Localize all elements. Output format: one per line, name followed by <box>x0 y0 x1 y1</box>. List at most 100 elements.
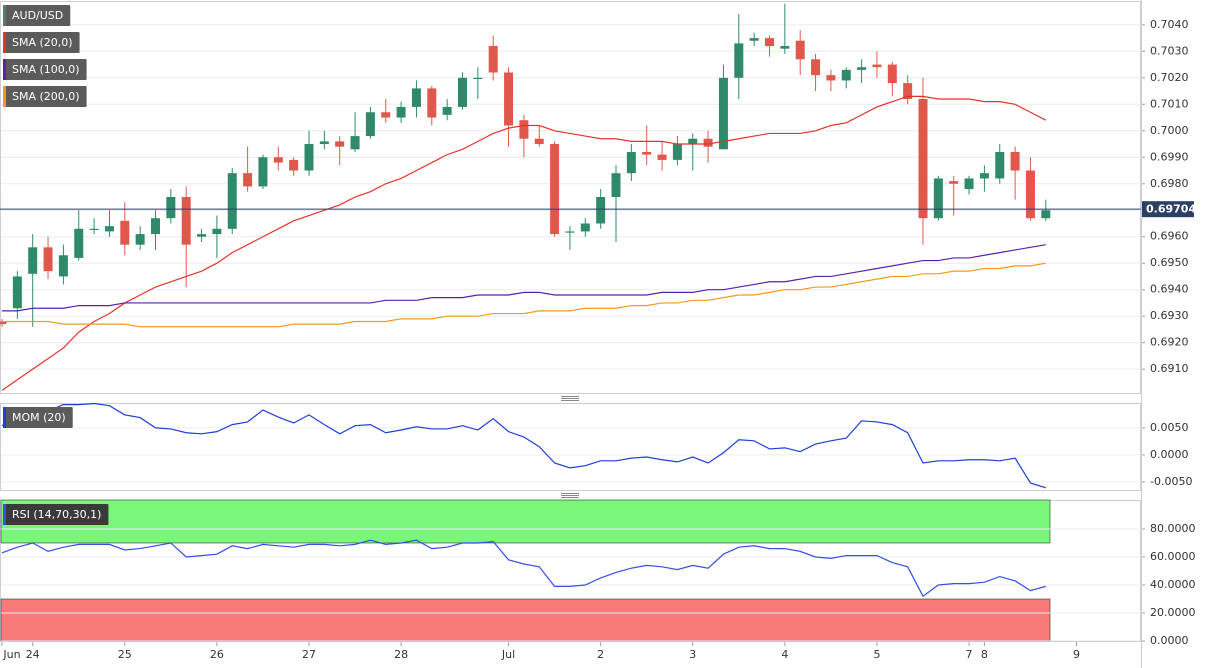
candle-body <box>519 120 529 139</box>
panel: 0.0000 20.0000 40.0000 60.0000 80.0000 RSI (1… <box>0 499 1196 647</box>
y-tick-label: 0.6950 <box>1150 256 1189 269</box>
x-tick-label: 28 <box>394 648 408 661</box>
y-tick-label: 0.6920 <box>1150 336 1189 349</box>
overbought-band <box>0 499 1051 544</box>
candle-body <box>411 88 421 107</box>
legend-swatch <box>3 59 6 80</box>
legend-box <box>3 32 80 53</box>
candle-body <box>887 64 897 84</box>
candle-body <box>243 173 253 187</box>
y-tick-label: 40.0000 <box>1150 578 1196 591</box>
y-tick-label: 0.6930 <box>1150 309 1189 322</box>
candle-body <box>596 197 606 224</box>
legend-swatch <box>3 32 6 53</box>
y-tick-label: 0.6980 <box>1150 177 1189 190</box>
candle-body <box>841 69 851 81</box>
candle-body <box>565 231 575 233</box>
last-price-box <box>1142 201 1194 218</box>
candle-body <box>43 247 53 272</box>
candle-body <box>135 234 145 245</box>
y-tick-label: 0.0000 <box>1150 448 1189 461</box>
x-tick-label: 27 <box>302 648 316 661</box>
candle-body <box>795 40 805 60</box>
candle-body <box>688 138 698 145</box>
x-tick-label: 9 <box>1073 648 1080 661</box>
candle-body <box>0 321 7 325</box>
candle-body <box>918 99 928 219</box>
y-tick-label: 0.7030 <box>1150 44 1189 57</box>
x-tick-label: 25 <box>118 648 132 661</box>
panel-frame <box>0 403 1141 491</box>
y-tick-label: 0.0000 <box>1150 634 1189 647</box>
legend-box <box>3 86 87 107</box>
candle-body <box>826 75 836 81</box>
candle-body <box>304 144 314 171</box>
y-tick-label: -0.0050 <box>1150 475 1192 488</box>
candle-body <box>396 106 406 118</box>
candle-body <box>672 144 682 160</box>
legend-box <box>3 59 87 80</box>
y-tick-label: 0.6940 <box>1150 283 1189 296</box>
x-tick-label: 4 <box>781 648 788 661</box>
x-tick-label: 7 <box>966 648 973 661</box>
y-tick-label: 0.7020 <box>1150 71 1189 84</box>
candle-body <box>365 112 375 137</box>
x-tick-label: 2 <box>597 648 604 661</box>
candle-body <box>166 197 176 219</box>
legend-label: MOM (20) <box>12 411 66 424</box>
candle-body <box>350 136 360 150</box>
candle-body <box>611 173 621 197</box>
candle-body <box>872 64 882 68</box>
x-tick-label: Jun <box>2 648 20 661</box>
candle-body <box>335 141 345 147</box>
candle-body <box>212 228 222 235</box>
candle-body <box>780 46 790 49</box>
candle-body <box>903 83 913 99</box>
candle-body <box>473 77 483 80</box>
legend-swatch <box>3 407 6 428</box>
candle-body <box>995 151 1005 179</box>
series-line <box>2 262 1046 328</box>
x-tick-label: 8 <box>981 648 988 661</box>
candle-body <box>1025 170 1035 219</box>
last-price-label: 0.69704 <box>1146 203 1196 216</box>
y-tick-label: 0.6910 <box>1150 362 1189 375</box>
candle-body <box>657 154 667 160</box>
candle-body <box>933 178 943 219</box>
y-tick-label: 20.0000 <box>1150 606 1196 619</box>
legend-label: SMA (100,0) <box>12 63 80 76</box>
candle-body <box>442 106 452 115</box>
legend-swatch <box>3 5 6 26</box>
candle-body <box>765 38 774 47</box>
candle-body <box>580 223 590 232</box>
panel-grip <box>561 396 579 498</box>
legend-label: SMA (200,0) <box>12 90 80 103</box>
candle-body <box>734 43 744 78</box>
oversold-band <box>0 598 1051 642</box>
y-tick-label: 60.0000 <box>1150 550 1196 563</box>
y-tick-label: 80.0000 <box>1150 522 1196 535</box>
candle-body <box>642 151 652 155</box>
candle-body <box>1041 210 1051 219</box>
legend-box <box>3 504 109 525</box>
candle-body <box>151 218 160 235</box>
candle-body <box>104 226 114 232</box>
candle-body <box>197 234 207 237</box>
candle-body <box>964 178 974 190</box>
candle-body <box>28 247 38 274</box>
x-tick-label: 26 <box>210 648 224 661</box>
y-tick-label: 0.6990 <box>1150 150 1189 163</box>
x-tick-label: 5 <box>873 648 880 661</box>
series-line <box>1 539 1046 598</box>
legend-box <box>3 5 71 26</box>
x-tick-label: Jul <box>501 648 515 661</box>
legend-box <box>3 407 73 428</box>
panel: 0.6910 0.6920 0.6930 0.6940 0.6950 0.6960 0.69… <box>0 1 1196 394</box>
candle-body <box>534 138 544 145</box>
legend-label: AUD/USD <box>12 9 63 22</box>
panel: -0.0050 0.0000 0.0050 MOM (20) <box>0 402 1192 491</box>
candle-body <box>289 159 299 171</box>
candle-body <box>227 173 237 229</box>
candle-body <box>949 181 959 184</box>
